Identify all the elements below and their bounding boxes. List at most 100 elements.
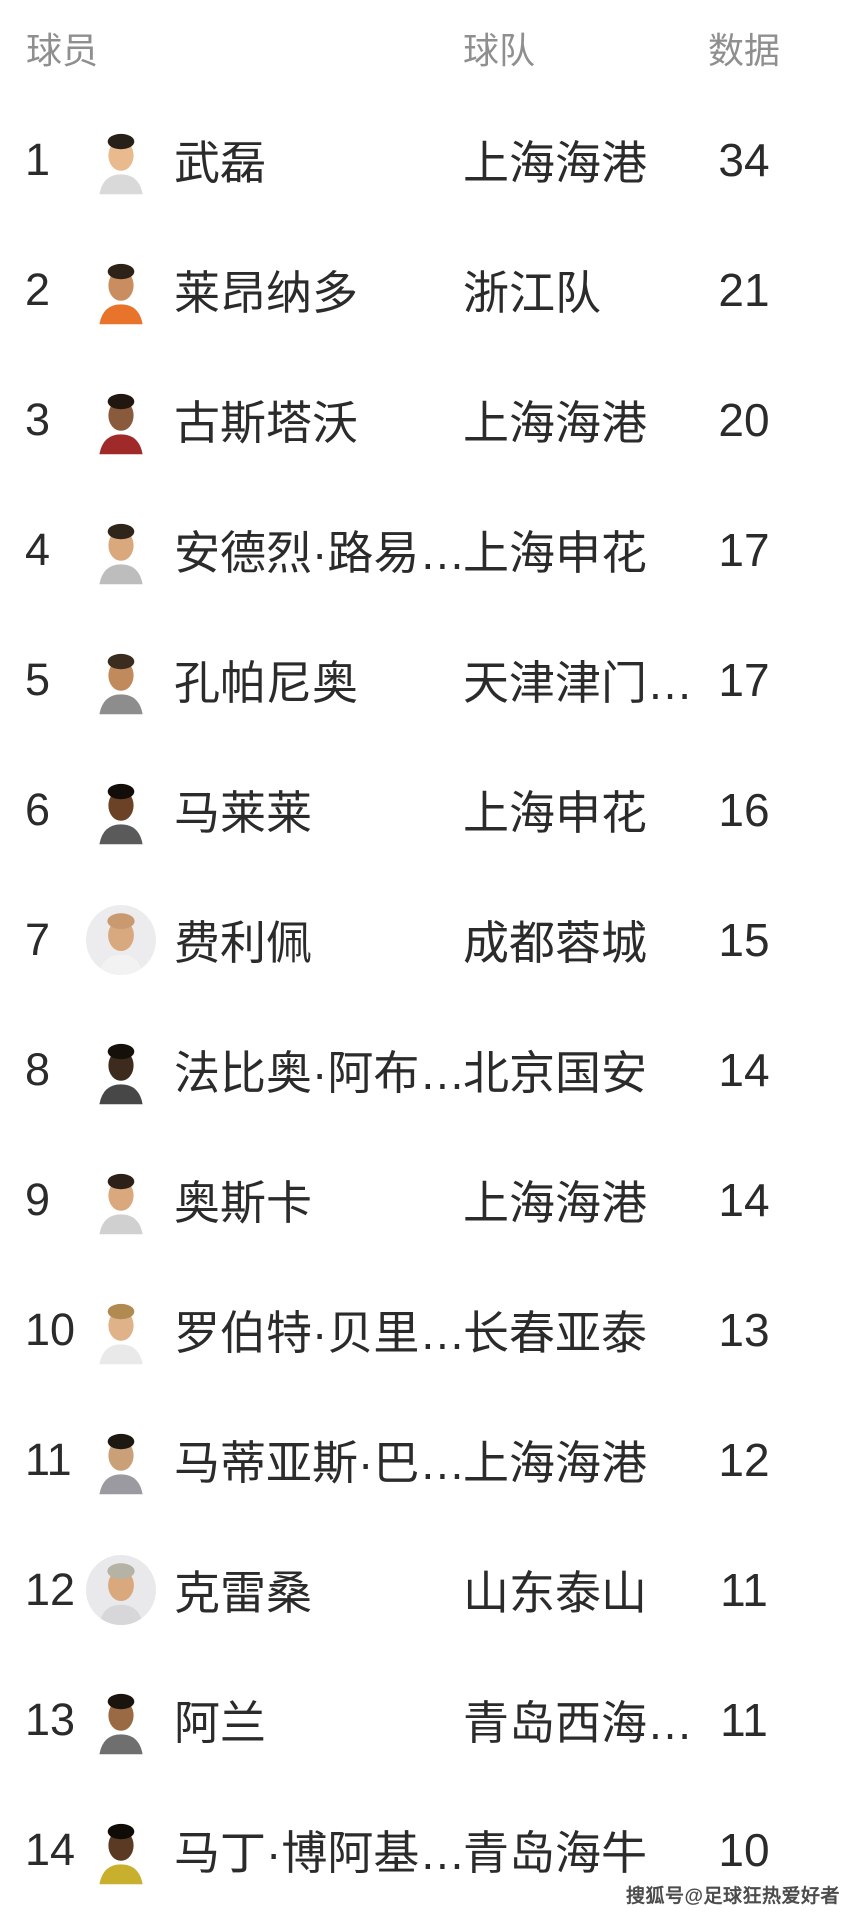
player-avatar-icon: [99, 523, 143, 585]
table-row[interactable]: 14 马丁·博阿基… 青岛海牛 10: [0, 1785, 852, 1915]
player-avatar-icon: [99, 1823, 143, 1885]
table-row[interactable]: 10 罗伯特·贝里… 长春亚泰 13: [0, 1265, 852, 1395]
player-name: 武磊: [174, 137, 266, 189]
rank-number: 9: [25, 1174, 51, 1225]
player-avatar: [94, 254, 148, 326]
team-name: 成都蓉城: [463, 917, 647, 969]
stat-value: 21: [718, 264, 770, 316]
team-name: 上海申花: [463, 527, 647, 579]
stat-value: 12: [718, 1434, 770, 1486]
stat-value: 15: [718, 914, 770, 966]
table-row[interactable]: 1 武磊 上海海港 34: [0, 95, 852, 225]
rank-number: 4: [25, 524, 51, 575]
stat-value: 14: [718, 1044, 770, 1096]
table-row[interactable]: 7 费利佩 成都蓉城 15: [0, 875, 852, 1005]
stat-value: 17: [718, 654, 770, 706]
table-row[interactable]: 9 奥斯卡 上海海港 14: [0, 1135, 852, 1265]
player-name: 奥斯卡: [174, 1177, 312, 1229]
table-row[interactable]: 2 莱昂纳多 浙江队 21: [0, 225, 852, 355]
team-name: 上海海港: [463, 397, 647, 449]
player-avatar: [94, 1034, 148, 1106]
player-avatar: [94, 1424, 148, 1496]
player-avatar-icon: [98, 1563, 144, 1625]
player-name: 法比奥·阿布…: [174, 1047, 463, 1099]
rank-number: 7: [25, 914, 51, 965]
player-avatar-icon: [99, 653, 143, 715]
watermark-text: 搜狐号@足球狂热爱好者: [625, 1886, 840, 1907]
table-row[interactable]: 8 法比奥·阿布… 北京国安 14: [0, 1005, 852, 1135]
table-row[interactable]: 3 古斯塔沃 上海海港 20: [0, 355, 852, 485]
player-name: 孔帕尼奥: [174, 657, 358, 709]
table-header: 球员 球队 数据: [0, 0, 852, 95]
player-avatar: [94, 774, 148, 846]
team-name: 长春亚泰: [463, 1307, 647, 1359]
header-team: 球队: [463, 29, 536, 71]
table-row[interactable]: 13 阿兰 青岛西海… 11: [0, 1655, 852, 1785]
player-avatar: [86, 1555, 156, 1625]
rank-number: 3: [25, 394, 51, 445]
team-name: 上海海港: [463, 1437, 647, 1489]
rank-number: 13: [25, 1694, 76, 1745]
player-avatar-icon: [99, 1173, 143, 1235]
rank-number: 11: [25, 1434, 72, 1485]
rank-number: 8: [25, 1044, 51, 1095]
table-row[interactable]: 5 孔帕尼奥 天津津门… 17: [0, 615, 852, 745]
player-avatar-icon: [99, 1693, 143, 1755]
rank-number: 5: [25, 654, 51, 705]
rank-number: 2: [25, 264, 51, 315]
team-name: 北京国安: [463, 1047, 647, 1099]
player-avatar: [94, 384, 148, 456]
player-name: 马蒂亚斯·巴…: [174, 1437, 463, 1489]
rank-number: 14: [25, 1824, 76, 1875]
stat-value: 11: [720, 1564, 768, 1616]
player-name: 安德烈·路易…: [174, 527, 463, 579]
player-name: 马莱莱: [174, 787, 312, 839]
rank-number: 6: [25, 784, 51, 835]
player-avatar-icon: [99, 393, 143, 455]
header-player: 球员: [26, 29, 99, 71]
player-name: 克雷桑: [174, 1567, 312, 1619]
stat-value: 17: [718, 524, 770, 576]
team-name: 山东泰山: [463, 1567, 647, 1619]
player-avatar-icon: [99, 1043, 143, 1105]
stat-value: 16: [718, 784, 770, 836]
stat-value: 10: [718, 1824, 770, 1876]
player-avatar: [94, 1294, 148, 1366]
stat-value: 20: [718, 394, 770, 446]
stat-value: 34: [718, 134, 770, 186]
player-avatar: [86, 905, 156, 975]
player-avatar: [94, 1814, 148, 1886]
player-name: 古斯塔沃: [174, 397, 358, 449]
player-name: 莱昂纳多: [174, 267, 358, 319]
header-data: 数据: [707, 29, 780, 71]
player-name: 罗伯特·贝里…: [174, 1307, 463, 1359]
player-avatar-icon: [99, 133, 143, 195]
table-row[interactable]: 6 马莱莱 上海申花 16: [0, 745, 852, 875]
player-avatar: [94, 644, 148, 716]
team-name: 上海申花: [463, 787, 647, 839]
table-row[interactable]: 4 安德烈·路易… 上海申花 17: [0, 485, 852, 615]
player-name: 阿兰: [174, 1697, 266, 1749]
stat-value: 14: [718, 1174, 770, 1226]
rank-number: 1: [25, 134, 51, 185]
player-avatar-icon: [99, 1433, 143, 1495]
stat-value: 11: [720, 1694, 768, 1746]
player-avatar: [94, 514, 148, 586]
team-name: 青岛西海…: [463, 1697, 693, 1749]
team-name: 青岛海牛: [463, 1827, 647, 1879]
player-avatar-icon: [99, 1303, 143, 1365]
player-avatar: [94, 1164, 148, 1236]
table-body: 1 武磊 上海海港 34 2 莱昂纳多 浙江队 21 3: [0, 95, 852, 1915]
team-name: 天津津门…: [463, 657, 693, 709]
player-avatar-icon: [98, 913, 144, 975]
rank-number: 10: [25, 1304, 76, 1355]
player-avatar-icon: [99, 783, 143, 845]
table-row[interactable]: 12 克雷桑 山东泰山 11: [0, 1525, 852, 1655]
player-name: 费利佩: [174, 917, 312, 969]
player-avatar-icon: [99, 263, 143, 325]
rank-number: 12: [25, 1564, 76, 1615]
table-row[interactable]: 11 马蒂亚斯·巴… 上海海港 12: [0, 1395, 852, 1525]
team-name: 上海海港: [463, 137, 647, 189]
team-name: 上海海港: [463, 1177, 647, 1229]
